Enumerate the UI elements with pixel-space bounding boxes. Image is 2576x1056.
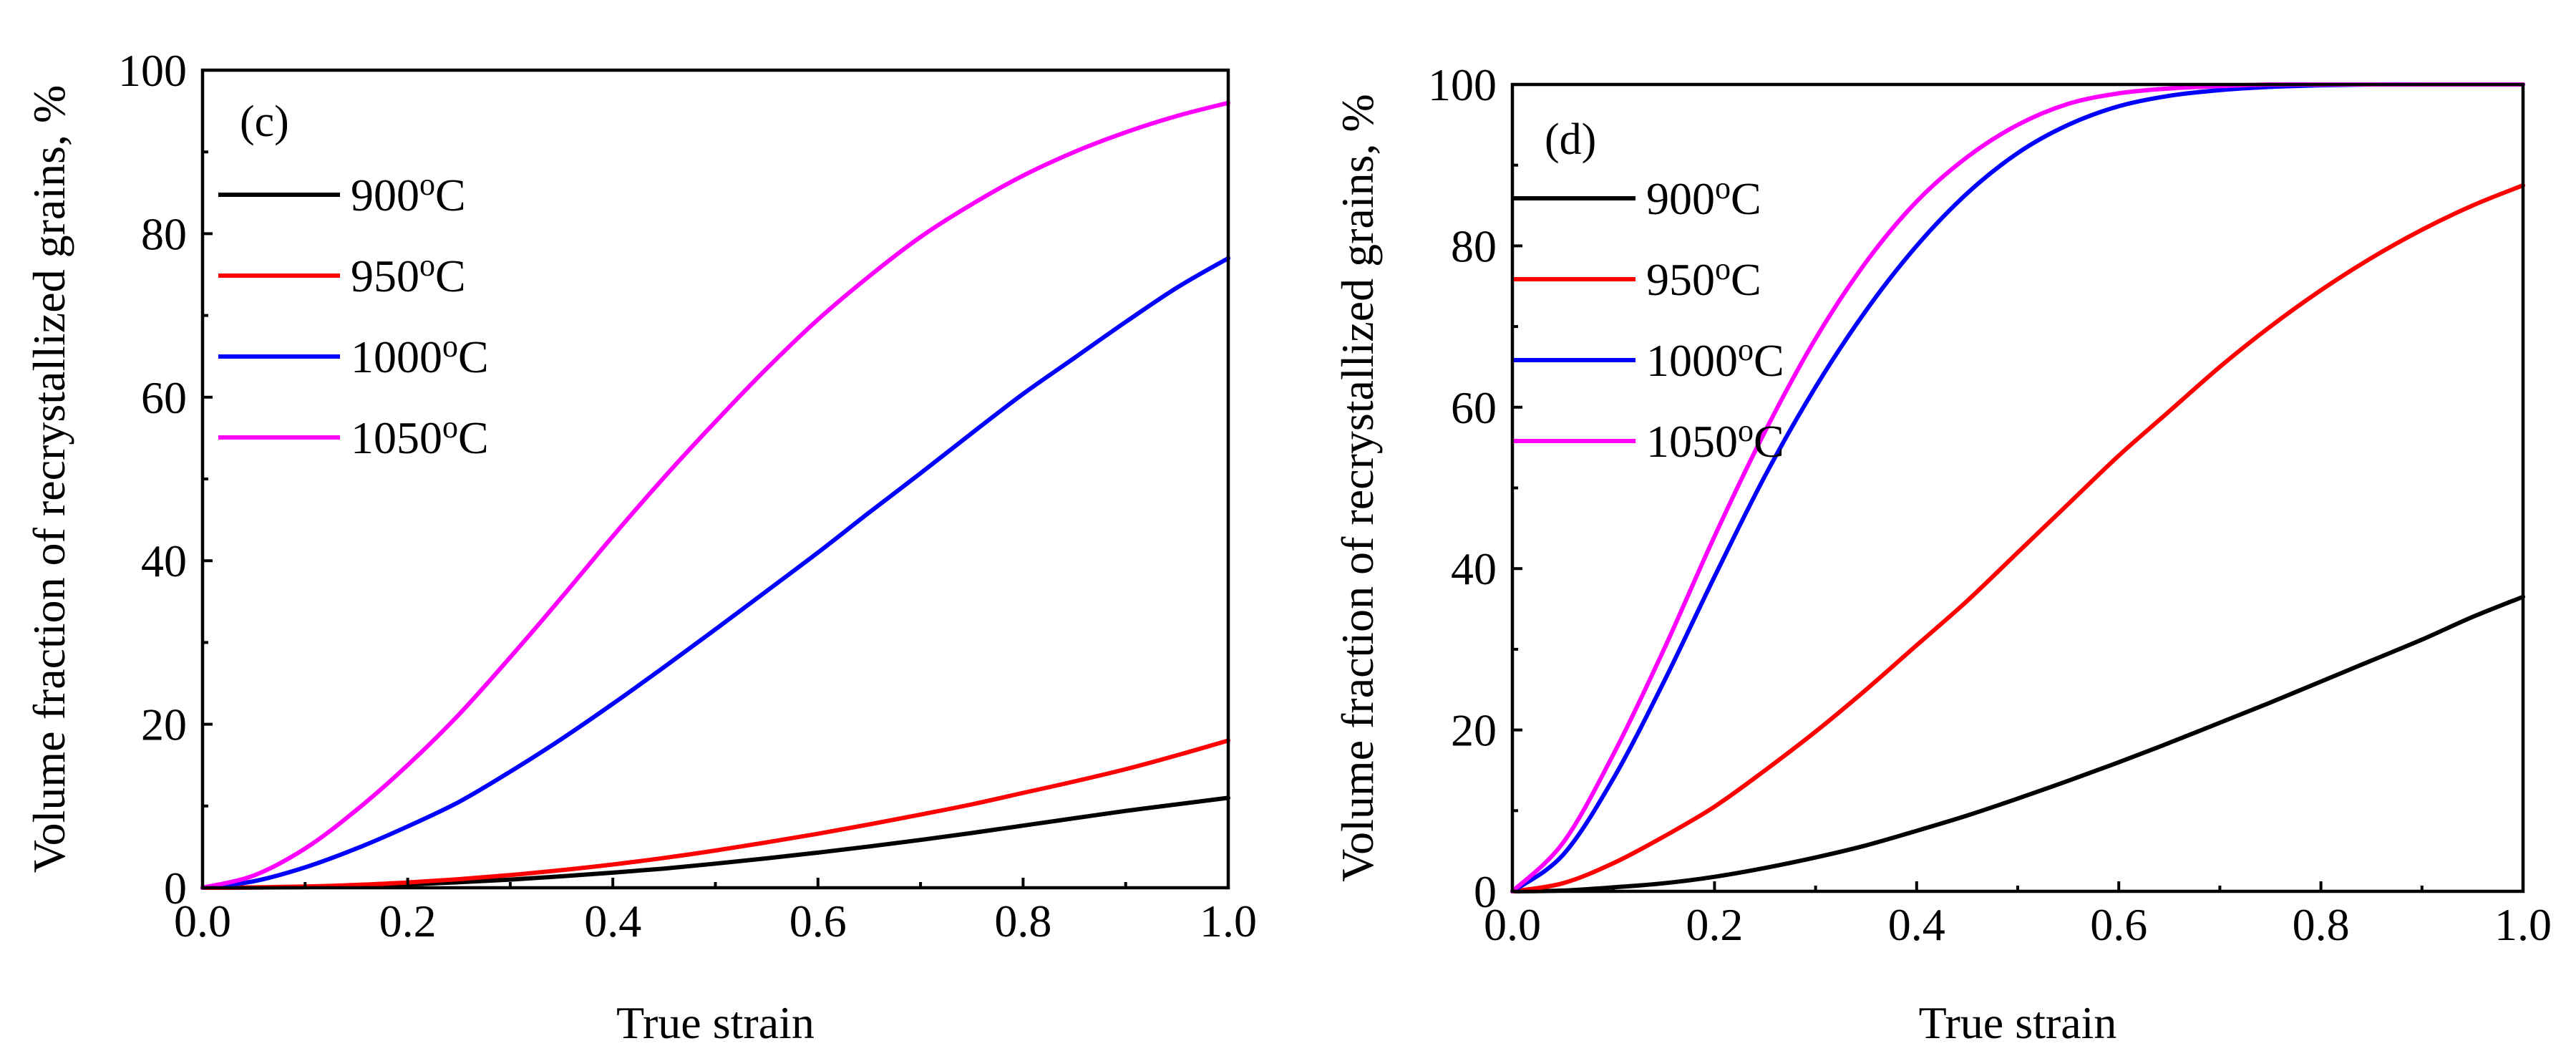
- y-tick-label-c: 20: [141, 699, 187, 750]
- series-line-d-900: [1510, 594, 2525, 893]
- y-tick-label-d: 80: [1451, 221, 1497, 271]
- y-axis-title-d: Volume fraction of recrystallized grains…: [1332, 94, 1383, 882]
- x-tick-label-d: 0.0: [1484, 899, 1541, 950]
- y-tick-label-d: 20: [1451, 705, 1497, 756]
- x-tick-label-c: 1.0: [1200, 896, 1257, 946]
- series-line-d-950: [1510, 183, 2525, 893]
- y-tick-label-d: 0: [1474, 866, 1497, 917]
- x-tick-label-c: 0.4: [584, 896, 641, 946]
- x-tick-label-c: 0.6: [789, 896, 847, 946]
- chart-panel-c: 0.0 0.2 0.4 0.6 0.8 1.0 0 20 40 60 80 100 True strai…: [24, 45, 1257, 1048]
- x-tick-label-c: 0.8: [994, 896, 1051, 946]
- x-tick-label-d: 0.6: [2090, 899, 2147, 950]
- panel-label-d: (d): [1545, 115, 1596, 164]
- x-axis-title-d: True strain: [1919, 997, 2117, 1048]
- y-tick-label-c: 80: [141, 208, 187, 259]
- legend-label-d-1050: 1050oC: [1646, 413, 1784, 467]
- y-tick-label-c: 0: [164, 863, 187, 914]
- legend-label-c-950: 950oC: [351, 248, 466, 301]
- panel-label-c: (c): [240, 97, 289, 146]
- x-tick-label-d: 0.8: [2293, 899, 2350, 950]
- x-tick-label-d: 1.0: [2494, 899, 2552, 950]
- legend-label-c-1000: 1000oC: [351, 329, 489, 382]
- y-tick-label-c: 60: [141, 372, 187, 423]
- y-tick-label-d: 100: [1428, 59, 1497, 110]
- x-axis-title-c: True strain: [616, 997, 815, 1048]
- legend-label-c-1050: 1050oC: [351, 410, 489, 463]
- series-line-c-1000: [200, 256, 1230, 890]
- series-line-c-950: [200, 738, 1230, 890]
- legend-label-c-900: 900oC: [351, 167, 466, 221]
- y-tick-label-d: 60: [1451, 382, 1497, 433]
- y-tick-label-c: 40: [141, 536, 187, 586]
- x-tick-label-d: 0.4: [1888, 899, 1945, 950]
- y-axis-title-c: Volume fraction of recrystallized grains…: [24, 85, 74, 873]
- y-tick-label-c: 100: [118, 45, 187, 96]
- chart-panel-d: 0.0 0.2 0.4 0.6 0.8 1.0 0 20 40 60 80 100 True strai…: [1332, 59, 2552, 1048]
- legend-c: 900oC 950oC 1000oC 1050oC: [218, 167, 489, 463]
- series-line-c-1050: [200, 100, 1230, 890]
- x-tick-label-c: 0.2: [379, 896, 437, 946]
- y-tick-label-d: 40: [1451, 543, 1497, 594]
- legend-label-d-900: 900oC: [1646, 170, 1761, 224]
- legend-d: 900oC 950oC 1000oC 1050oC: [1514, 170, 1784, 467]
- legend-label-d-1000: 1000oC: [1646, 332, 1784, 386]
- x-tick-label-c: 0.0: [174, 896, 231, 946]
- legend-label-d-950: 950oC: [1646, 251, 1761, 305]
- x-tick-label-d: 0.2: [1686, 899, 1743, 950]
